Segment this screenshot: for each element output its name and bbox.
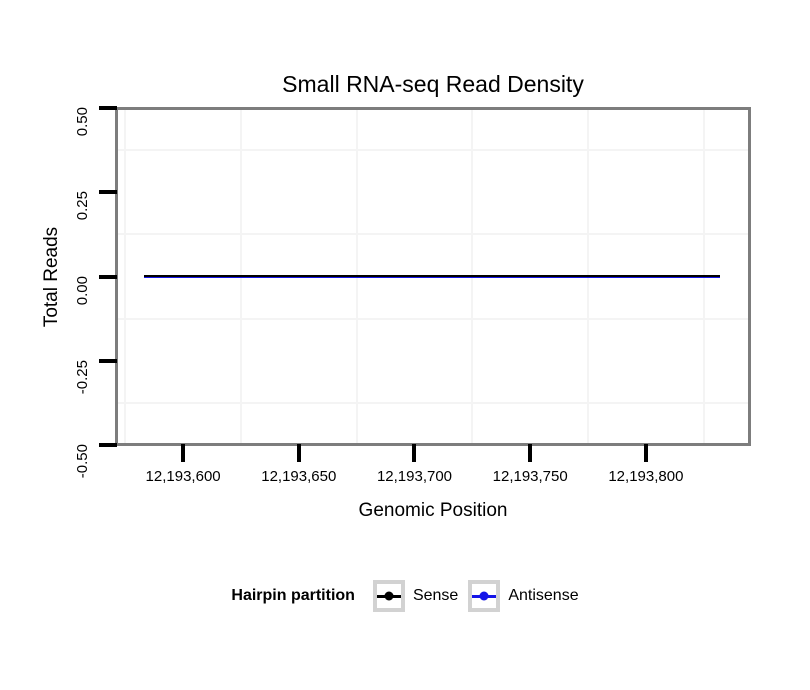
x-tick-label: 12,193,700 [376, 468, 453, 485]
x-tick-mark [643, 444, 648, 462]
x-tick-mark [181, 444, 186, 462]
pointrange-icon [472, 584, 497, 608]
key-dot [384, 591, 394, 601]
legend-item-antisense: Antisense [468, 580, 579, 612]
x-tick-mark [412, 444, 417, 462]
x-tick-label: 12,193,600 [145, 468, 221, 485]
gridline-minor-vertical [124, 110, 127, 443]
plot-area [118, 110, 748, 443]
y-tick-label: -0.25 [74, 359, 91, 394]
y-tick-mark [99, 274, 117, 279]
gridline-minor-horizontal [118, 149, 748, 152]
x-tick-mark [296, 444, 301, 462]
y-tick-label: 0.00 [74, 275, 91, 305]
gridline-minor-horizontal [118, 401, 748, 404]
legend-items: Sense Antisense [372, 580, 579, 612]
y-tick-label: 0.25 [74, 191, 91, 221]
legend-label-sense: Sense [412, 587, 459, 604]
key-dot [479, 591, 489, 601]
legend-item-sense: Sense [372, 580, 459, 612]
y-tick-mark [99, 443, 117, 447]
legend: Hairpin partition Sense Antisense [0, 578, 810, 614]
gridline-minor-horizontal [118, 317, 748, 320]
series-line-sense [143, 274, 720, 277]
pointrange-icon [376, 584, 401, 608]
x-tick-label: 12,193,750 [492, 468, 568, 485]
y-tick-mark [99, 106, 117, 110]
legend-label-antisense: Antisense [508, 587, 579, 604]
x-axis-title: Genomic Position [358, 500, 508, 521]
x-tick-label: 12,193,650 [261, 468, 337, 485]
chart-title: Small RNA-seq Read Density [282, 71, 584, 97]
y-tick-mark [99, 190, 117, 195]
series-line-antisense [143, 276, 720, 279]
y-tick-label: -0.50 [74, 444, 91, 479]
legend-key-antisense [468, 580, 501, 612]
legend-key-sense [372, 580, 405, 612]
legend-title: Hairpin partition [231, 587, 355, 604]
y-tick-mark [99, 358, 117, 363]
x-tick-mark [528, 444, 533, 462]
gridline-minor-horizontal [118, 233, 748, 236]
x-tick-label: 12,193,800 [608, 468, 684, 485]
y-tick-label: 0.50 [74, 107, 91, 137]
y-axis-title: Total Reads [41, 226, 62, 328]
